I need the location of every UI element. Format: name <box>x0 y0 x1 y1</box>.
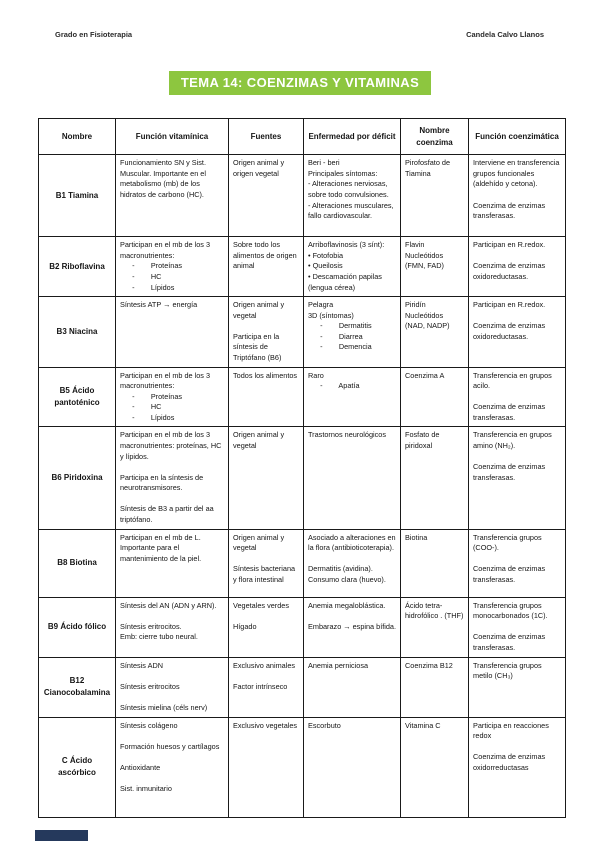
column-header-funcion-vitaminica: Función vitamínica <box>115 117 229 156</box>
title-container: TEMA 14: COENZIMAS Y VITAMINAS <box>0 71 600 95</box>
cell-funcion-vitaminica: Participan en el mb de L. Importante par… <box>115 528 229 598</box>
cell-coenzima: Pirofosfato de Tiamina <box>400 154 469 238</box>
cell-fuentes: Origen animal y origen vegetal <box>228 154 304 238</box>
cell-fuentes: Exclusivo animales Factor intrínseco <box>228 656 304 718</box>
cell-funcion-coenzimatica: Transferencia en grupos acilo. Coenzima … <box>468 366 566 428</box>
column-header-nombre: Nombre <box>38 117 116 156</box>
course-name: Grado en Fisioterapia <box>55 30 133 39</box>
cell-funcion-vitaminica: Participan en el mb de los 3 macronutrie… <box>115 236 229 298</box>
cell-fuentes: Origen animal y vegetal <box>228 426 304 530</box>
cell-fuentes: Origen animal y vegetal Síntesis bacteri… <box>228 528 304 598</box>
cell-coenzima: Fosfato de piridoxal <box>400 426 469 530</box>
cell-enfermedad: Raro - Apatía <box>303 366 401 428</box>
table-row: B2 Riboflavina Participan en el mb de lo… <box>38 236 566 298</box>
cell-enfermedad: Pelagra 3D (síntomas) - Dermatitis - Dia… <box>303 296 401 368</box>
cell-enfermedad: Escorbuto <box>303 716 401 818</box>
cell-coenzima: Flavin Nucleótidos (FMN, FAD) <box>400 236 469 298</box>
cell-fuentes: Origen animal y vegetal Participa en la … <box>228 296 304 368</box>
cell-funcion-vitaminica: Participan en el mb de los 3 macronutrie… <box>115 366 229 428</box>
cell-coenzima: Piridín Nucleótidos (NAD, NADP) <box>400 296 469 368</box>
column-header-enfermedad: Enfermedad por déficit <box>303 117 401 156</box>
cell-nombre: B5 Ácido pantoténico <box>38 366 116 428</box>
page-header: Grado en Fisioterapia Candela Calvo Llan… <box>55 30 544 39</box>
table-row: B3 Niacina Síntesis ATP → energía Origen… <box>38 296 566 368</box>
cell-fuentes: Todos los alimentos <box>228 366 304 428</box>
cell-nombre: B1 Tiamina <box>38 154 116 238</box>
cell-nombre: B9 Ácido fólico <box>38 596 116 658</box>
table-row: B8 Biotina Participan en el mb de L. Imp… <box>38 528 566 598</box>
cell-funcion-coenzimatica: Participan en R.redox. Coenzima de enzim… <box>468 296 566 368</box>
cell-funcion-coenzimatica: Transferencia grupos monocarbonados (1C)… <box>468 596 566 658</box>
cell-funcion-vitaminica: Participan en el mb de los 3 macronutrie… <box>115 426 229 530</box>
cell-funcion-vitaminica: Síntesis ADN Síntesis eritrocitos Síntes… <box>115 656 229 718</box>
cell-funcion-vitaminica: Síntesis del AN (ADN y ARN). Síntesis er… <box>115 596 229 658</box>
cell-coenzima: Biotina <box>400 528 469 598</box>
page-title: TEMA 14: COENZIMAS Y VITAMINAS <box>168 71 432 95</box>
cell-enfermedad: Arriboflavinosis (3 sínt): • Fotofobia •… <box>303 236 401 298</box>
cell-funcion-coenzimatica: Interviene en transferencia grupos funci… <box>468 154 566 238</box>
table-row: B9 Ácido fólico Síntesis del AN (ADN y A… <box>38 596 566 658</box>
cell-funcion-vitaminica: Síntesis ATP → energía <box>115 296 229 368</box>
cell-enfermedad: Trastornos neurológicos <box>303 426 401 530</box>
cell-nombre: B8 Biotina <box>38 528 116 598</box>
cell-fuentes: Exclusivo vegetales <box>228 716 304 818</box>
cell-coenzima: Ácido tetra- hidrofólico . (THF) <box>400 596 469 658</box>
cell-funcion-coenzimatica: Transferencia grupos metilo (CH₃) <box>468 656 566 718</box>
table-row: B12 Cianocobalamina Síntesis ADN Síntesi… <box>38 656 566 718</box>
cell-funcion-coenzimatica: Transferencia en grupos amino (NH₂). Coe… <box>468 426 566 530</box>
cell-nombre: B3 Niacina <box>38 296 116 368</box>
cell-funcion-vitaminica: Síntesis colágeno Formación huesos y car… <box>115 716 229 818</box>
cell-fuentes: Sobre todo los alimentos de origen anima… <box>228 236 304 298</box>
vitamins-table: Nombre Función vitamínica Fuentes Enferm… <box>38 117 566 818</box>
cell-nombre: B2 Riboflavina <box>38 236 116 298</box>
cell-coenzima: Vitamina C <box>400 716 469 818</box>
table-header-row: Nombre Función vitamínica Fuentes Enferm… <box>38 117 566 156</box>
cell-fuentes: Vegetales verdes Hígado <box>228 596 304 658</box>
table-row: C Ácido ascórbico Síntesis colágeno Form… <box>38 716 566 818</box>
cell-funcion-coenzimatica: Participa en reacciones redox Coenzima d… <box>468 716 566 818</box>
author-name: Candela Calvo Llanos <box>466 30 544 39</box>
cell-enfermedad: Anemia perniciosa <box>303 656 401 718</box>
cell-coenzima: Coenzima A <box>400 366 469 428</box>
footer-highlight-bar <box>35 830 88 841</box>
cell-enfermedad: Anemia megaloblástica. Embarazo → espina… <box>303 596 401 658</box>
column-header-coenzima: Nombre coenzima <box>400 117 469 156</box>
cell-enfermedad: Asociado a alteraciones en la flora (ant… <box>303 528 401 598</box>
table-row: B5 Ácido pantoténico Participan en el mb… <box>38 366 566 428</box>
column-header-funcion-coenzimatica: Función coenzimática <box>468 117 566 156</box>
column-header-fuentes: Fuentes <box>228 117 304 156</box>
cell-nombre: B12 Cianocobalamina <box>38 656 116 718</box>
cell-enfermedad: Beri - beri Principales síntomas: - Alte… <box>303 154 401 238</box>
cell-funcion-coenzimatica: Transferencia grupos (COO-). Coenzima de… <box>468 528 566 598</box>
cell-nombre: C Ácido ascórbico <box>38 716 116 818</box>
cell-funcion-vitaminica: Funcionamiento SN y Sist. Muscular. Impo… <box>115 154 229 238</box>
cell-funcion-coenzimatica: Participan en R.redox. Coenzima de enzim… <box>468 236 566 298</box>
table-row: B6 Piridoxina Participan en el mb de los… <box>38 426 566 530</box>
cell-nombre: B6 Piridoxina <box>38 426 116 530</box>
cell-coenzima: Coenzima B12 <box>400 656 469 718</box>
table-row: B1 Tiamina Funcionamiento SN y Sist. Mus… <box>38 154 566 238</box>
